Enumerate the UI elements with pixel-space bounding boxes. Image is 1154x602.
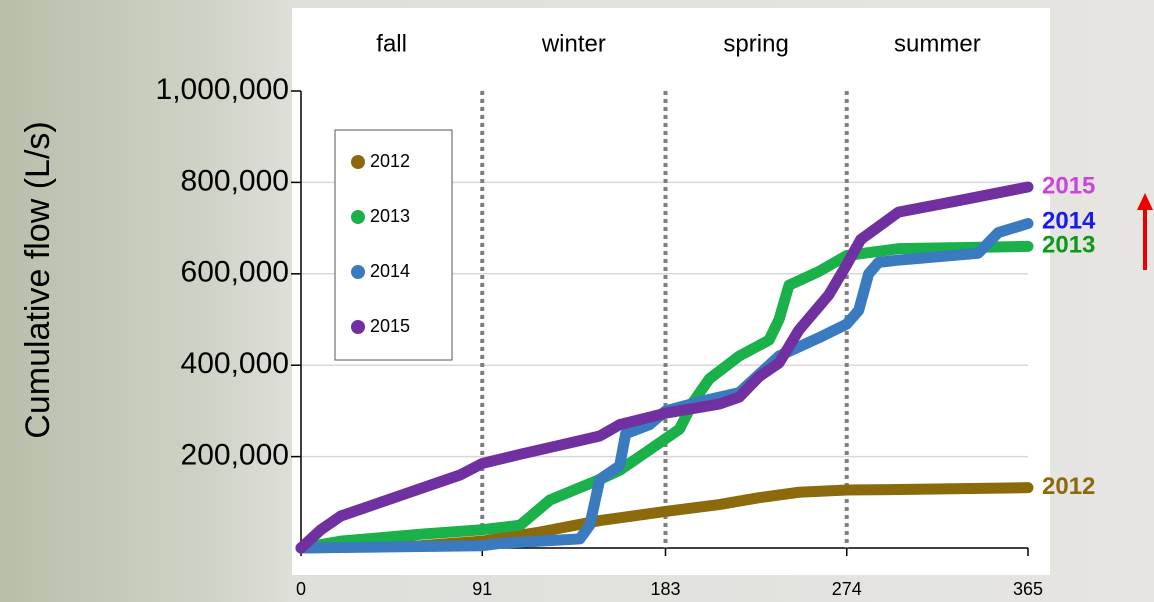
end-label: 2012 [1042,473,1095,500]
legend-label: 2014 [370,261,410,281]
legend-label: 2013 [370,206,410,226]
y-tick-label: 400,000 [181,347,289,380]
y-tick-label: 800,000 [181,164,289,197]
season-label: fall [376,30,407,57]
x-tick-label: 183 [650,579,680,599]
x-tick-label: 365 [1013,579,1043,599]
legend-marker [351,320,365,334]
end-label: 2013 [1042,232,1095,259]
end-label: 2014 [1042,208,1096,235]
end-label: 2015 [1042,172,1095,199]
legend-marker [351,265,365,279]
arrow-head [1137,193,1153,210]
season-label: spring [723,30,788,57]
y-axis-label: Cumulative flow (L/s) [19,121,57,438]
y-tick-label: 200,000 [181,439,289,472]
x-tick-label: 0 [296,579,306,599]
y-tick-label: 600,000 [181,256,289,289]
legend-label: 2012 [370,151,410,171]
y-tick-label: 1,000,000 [156,73,289,106]
legend-marker [351,155,365,169]
x-tick-label: 274 [832,579,862,599]
season-label: summer [894,30,981,57]
legend-label: 2015 [370,316,410,336]
page: Cumulative flow (L/s) 200,000 400,000 600,… [0,0,1154,602]
legend: 2012 2013 2014 2015 [335,130,452,360]
season-label: winter [541,30,606,57]
legend-marker [351,210,365,224]
chart: Cumulative flow (L/s) 200,000 400,000 600,… [0,0,1154,602]
x-tick-label: 91 [472,579,492,599]
